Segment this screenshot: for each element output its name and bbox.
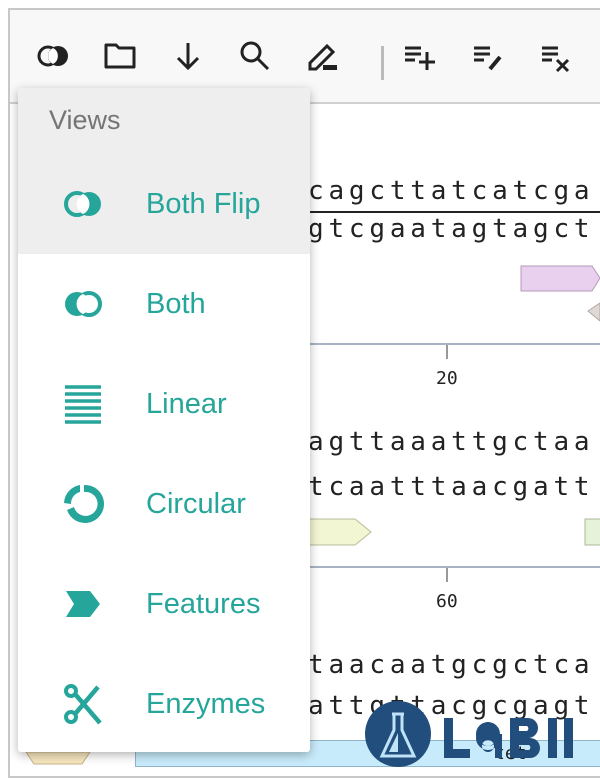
menu-item-label: Features (146, 587, 261, 620)
feature-orange[interactable] (24, 744, 94, 766)
circular-icon (64, 484, 105, 523)
labii-logo (365, 701, 573, 767)
tick (446, 568, 448, 582)
seq-row-2-bottom: tcaatttaacgatt (308, 472, 595, 502)
folder-icon (104, 43, 136, 69)
menu-item-both-flip[interactable]: Both Flip (18, 154, 310, 254)
menu-item-linear[interactable]: Linear (18, 354, 310, 454)
download-icon (176, 43, 200, 71)
playlist-add-icon (405, 46, 435, 70)
menu-item-both[interactable]: Both (18, 254, 310, 354)
menu-header: Views (18, 88, 310, 154)
tick (446, 345, 448, 359)
edit-feature-button[interactable] (469, 36, 509, 76)
playlist-remove-icon (542, 46, 570, 73)
feature-yellow-green[interactable] (300, 518, 600, 548)
playlist-edit-icon (474, 46, 502, 71)
features-icon (66, 591, 100, 617)
toolbar-divider (381, 46, 384, 80)
edit-icon (308, 43, 337, 71)
seq-row-3-bottom: attgttacgcgagt (308, 691, 595, 721)
menu-item-label: Linear (146, 387, 227, 420)
remove-feature-button[interactable] (537, 36, 577, 76)
views-icon (37, 45, 68, 67)
views-menu: Views Both Flip Both Linear Circular Fea… (18, 88, 310, 752)
views-button[interactable] (33, 36, 73, 76)
menu-item-label: Both Flip (146, 187, 261, 220)
strand-divider (300, 211, 600, 213)
open-button[interactable] (100, 36, 140, 76)
download-button[interactable] (168, 36, 208, 76)
tick-label: 60 (436, 591, 458, 612)
axis-row-2 (300, 566, 600, 568)
seq-row-3-top: taacaatgcgctca (308, 650, 595, 680)
menu-item-enzymes[interactable]: Enzymes (18, 654, 310, 752)
axis-row-1 (300, 343, 600, 345)
logo-lettering (444, 718, 573, 758)
tick-label: 20 (436, 368, 458, 389)
both-flip-icon (64, 191, 101, 217)
menu-item-label: Both (146, 287, 206, 320)
seq-row-2-top: agttaaattgctaa (308, 427, 595, 457)
menu-item-features[interactable]: Features (18, 554, 310, 654)
both-icon (65, 291, 102, 317)
menu-item-label: Circular (146, 487, 246, 520)
edit-button[interactable] (303, 36, 343, 76)
enzymes-icon (64, 684, 102, 725)
seq-row-1-bottom: gtcgaatagtagct (308, 214, 595, 244)
feature-pink[interactable] (520, 265, 600, 325)
menu-item-circular[interactable]: Circular (18, 454, 310, 554)
menu-item-label: Enzymes (146, 687, 266, 720)
search-button[interactable] (235, 36, 275, 76)
seq-row-1-top: cagcttatcatcga (308, 176, 595, 206)
add-feature-button[interactable] (400, 36, 440, 76)
linear-icon (65, 385, 101, 424)
search-icon (240, 41, 270, 71)
